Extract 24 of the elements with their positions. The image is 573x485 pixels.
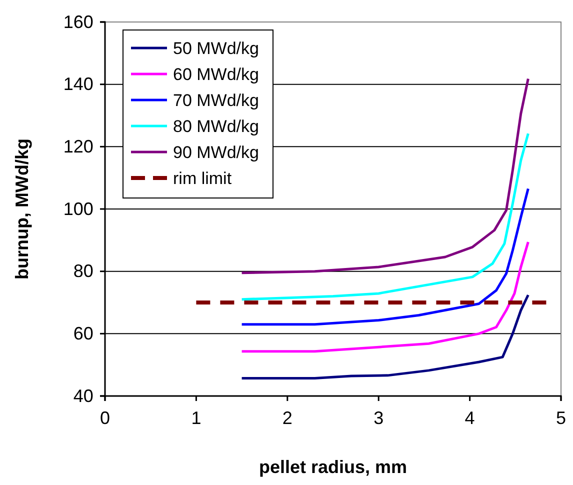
legend-label: 60 MWd/kg (173, 65, 259, 84)
y-tick-label: 160 (63, 12, 94, 32)
y-tick-label: 120 (63, 136, 94, 156)
x-tick-label: 1 (191, 408, 202, 428)
line-series (240, 240, 530, 353)
x-tick-label: 0 (100, 408, 110, 428)
legend-label: 80 MWd/kg (173, 117, 259, 136)
y-tick-label: 100 (63, 198, 94, 219)
y-tick-label: 140 (63, 74, 94, 94)
legend-label: 70 MWd/kg (173, 91, 259, 110)
legend-label: 90 MWd/kg (173, 143, 259, 162)
y-tick-label: 40 (73, 386, 94, 406)
line-series (240, 187, 530, 326)
legend-label: rim limit (173, 169, 232, 188)
line-series (240, 294, 530, 380)
y-tick-label: 60 (73, 323, 94, 344)
legend-label: 50 MWd/kg (173, 39, 259, 58)
x-tick-label: 2 (282, 408, 292, 428)
x-tick-label: 3 (374, 408, 384, 428)
x-tick-label: 4 (464, 408, 475, 428)
y-tick-label: 80 (73, 261, 94, 282)
y-axis-title: burnup, MWd/kg (12, 138, 32, 280)
x-tick-label: 5 (556, 408, 566, 428)
x-axis-title: pellet radius, mm (258, 457, 408, 477)
